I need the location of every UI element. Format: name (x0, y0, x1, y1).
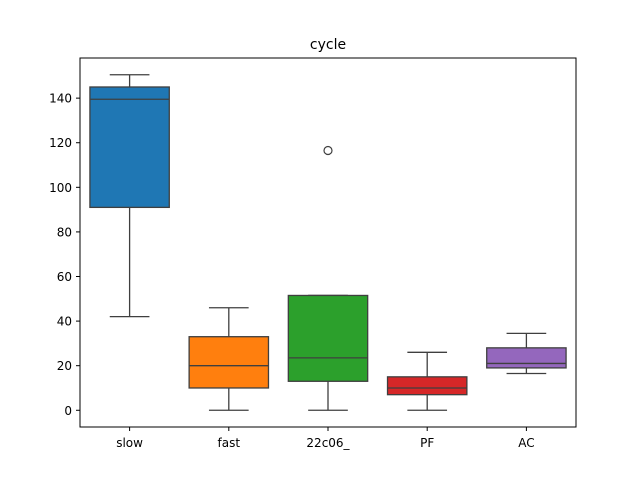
outlier-point (323, 145, 333, 156)
box-AC (486, 347, 567, 369)
x-tick-label: PF (420, 436, 434, 450)
box-22c06_ (287, 294, 369, 382)
y-tick-label: 140 (49, 92, 72, 106)
plot-area: 0 20 40 60 80 100 120 140 slow fast 22c06_ PF AC (49, 74, 567, 450)
box-slow (89, 86, 170, 209)
x-tick-label: slow (116, 436, 143, 450)
y-tick-label: 40 (57, 315, 72, 329)
box-PF (386, 376, 468, 396)
x-tick-label: fast (218, 436, 241, 450)
y-tick-label: 120 (49, 136, 72, 150)
y-tick-label: 60 (57, 270, 72, 284)
x-tick-label: AC (518, 436, 534, 450)
box-fast (188, 336, 270, 389)
y-tick-label: 20 (57, 359, 72, 373)
y-tick-label: 80 (57, 225, 72, 239)
axes-frame (79, 57, 577, 428)
x-tick-label: 22c06_ (306, 436, 350, 450)
y-tick-label: 0 (64, 404, 72, 418)
chart-title: cycle (310, 37, 346, 53)
y-tick-label: 100 (49, 181, 72, 195)
